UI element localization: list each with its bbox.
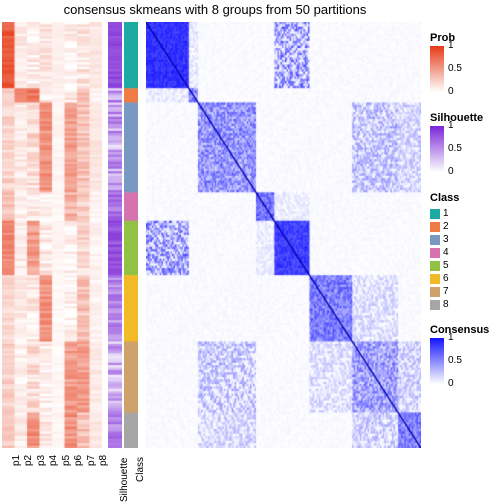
- legend-con-tick: 0: [448, 378, 454, 389]
- legend-class-label: 3: [443, 234, 449, 245]
- legend-prob-tick: 0.5: [448, 63, 462, 74]
- silhouette-label: Silhouette: [119, 458, 130, 502]
- legend-consensus-gradient: [430, 338, 444, 384]
- legend-class-item: 8: [430, 299, 449, 310]
- legend-class-item: 5: [430, 260, 449, 271]
- p-label: p8: [98, 455, 109, 466]
- legend-sil-tick: 1: [448, 120, 454, 131]
- p-label: p7: [86, 455, 97, 466]
- legend-prob-tick: 1: [448, 40, 454, 51]
- legend-class-label: 6: [443, 273, 449, 284]
- legend-class-swatch: [430, 274, 440, 284]
- legend-class-item: 7: [430, 286, 449, 297]
- legend-prob-tick: 0: [448, 86, 454, 97]
- legend-class-label: 8: [443, 299, 449, 310]
- legend-class-item: 1: [430, 208, 449, 219]
- p-label: p2: [23, 455, 34, 466]
- legend-class-item: 4: [430, 247, 449, 258]
- legend-class-item: 6: [430, 273, 449, 284]
- p-label: p3: [36, 455, 47, 466]
- legend-class-swatch: [430, 222, 440, 232]
- annotation-col-silhouette: [108, 22, 122, 448]
- legend-class-swatch: [430, 261, 440, 271]
- legend-class-swatch: [430, 235, 440, 245]
- legend-consensus-title: Consensus: [430, 324, 489, 336]
- annotation-col-class: [124, 22, 138, 448]
- p-label: p4: [48, 455, 59, 466]
- p-label: p5: [61, 455, 72, 466]
- legend-silhouette-gradient: [430, 126, 444, 172]
- legend-class-swatch: [430, 209, 440, 219]
- legend-sil-tick: 0: [448, 166, 454, 177]
- legend-silhouette-title: Silhouette: [430, 112, 483, 124]
- class-label: Class: [135, 457, 146, 482]
- legend-sil-tick: 0.5: [448, 143, 462, 154]
- p-label: p1: [11, 455, 22, 466]
- legend-class-label: 5: [443, 260, 449, 271]
- legend-prob-gradient: [430, 46, 444, 92]
- legend-class-item: 3: [430, 234, 449, 245]
- legend-class-item: 2: [430, 221, 449, 232]
- legend-class-swatch: [430, 300, 440, 310]
- legend-class-label: 1: [443, 208, 449, 219]
- legend-con-tick: 0.5: [448, 355, 462, 366]
- p-label: p6: [73, 455, 84, 466]
- legend-class-label: 7: [443, 286, 449, 297]
- legend-class-title: Class: [430, 192, 459, 204]
- consensus-heatmap: [146, 22, 421, 448]
- legend-class-label: 4: [443, 247, 449, 258]
- annotation-heatmap-p: [2, 22, 102, 448]
- legend-class-swatch: [430, 287, 440, 297]
- legend-class-swatch: [430, 248, 440, 258]
- legend-con-tick: 1: [448, 332, 454, 343]
- plot-title: consensus skmeans with 8 groups from 50 …: [0, 2, 430, 17]
- legend-class-label: 2: [443, 221, 449, 232]
